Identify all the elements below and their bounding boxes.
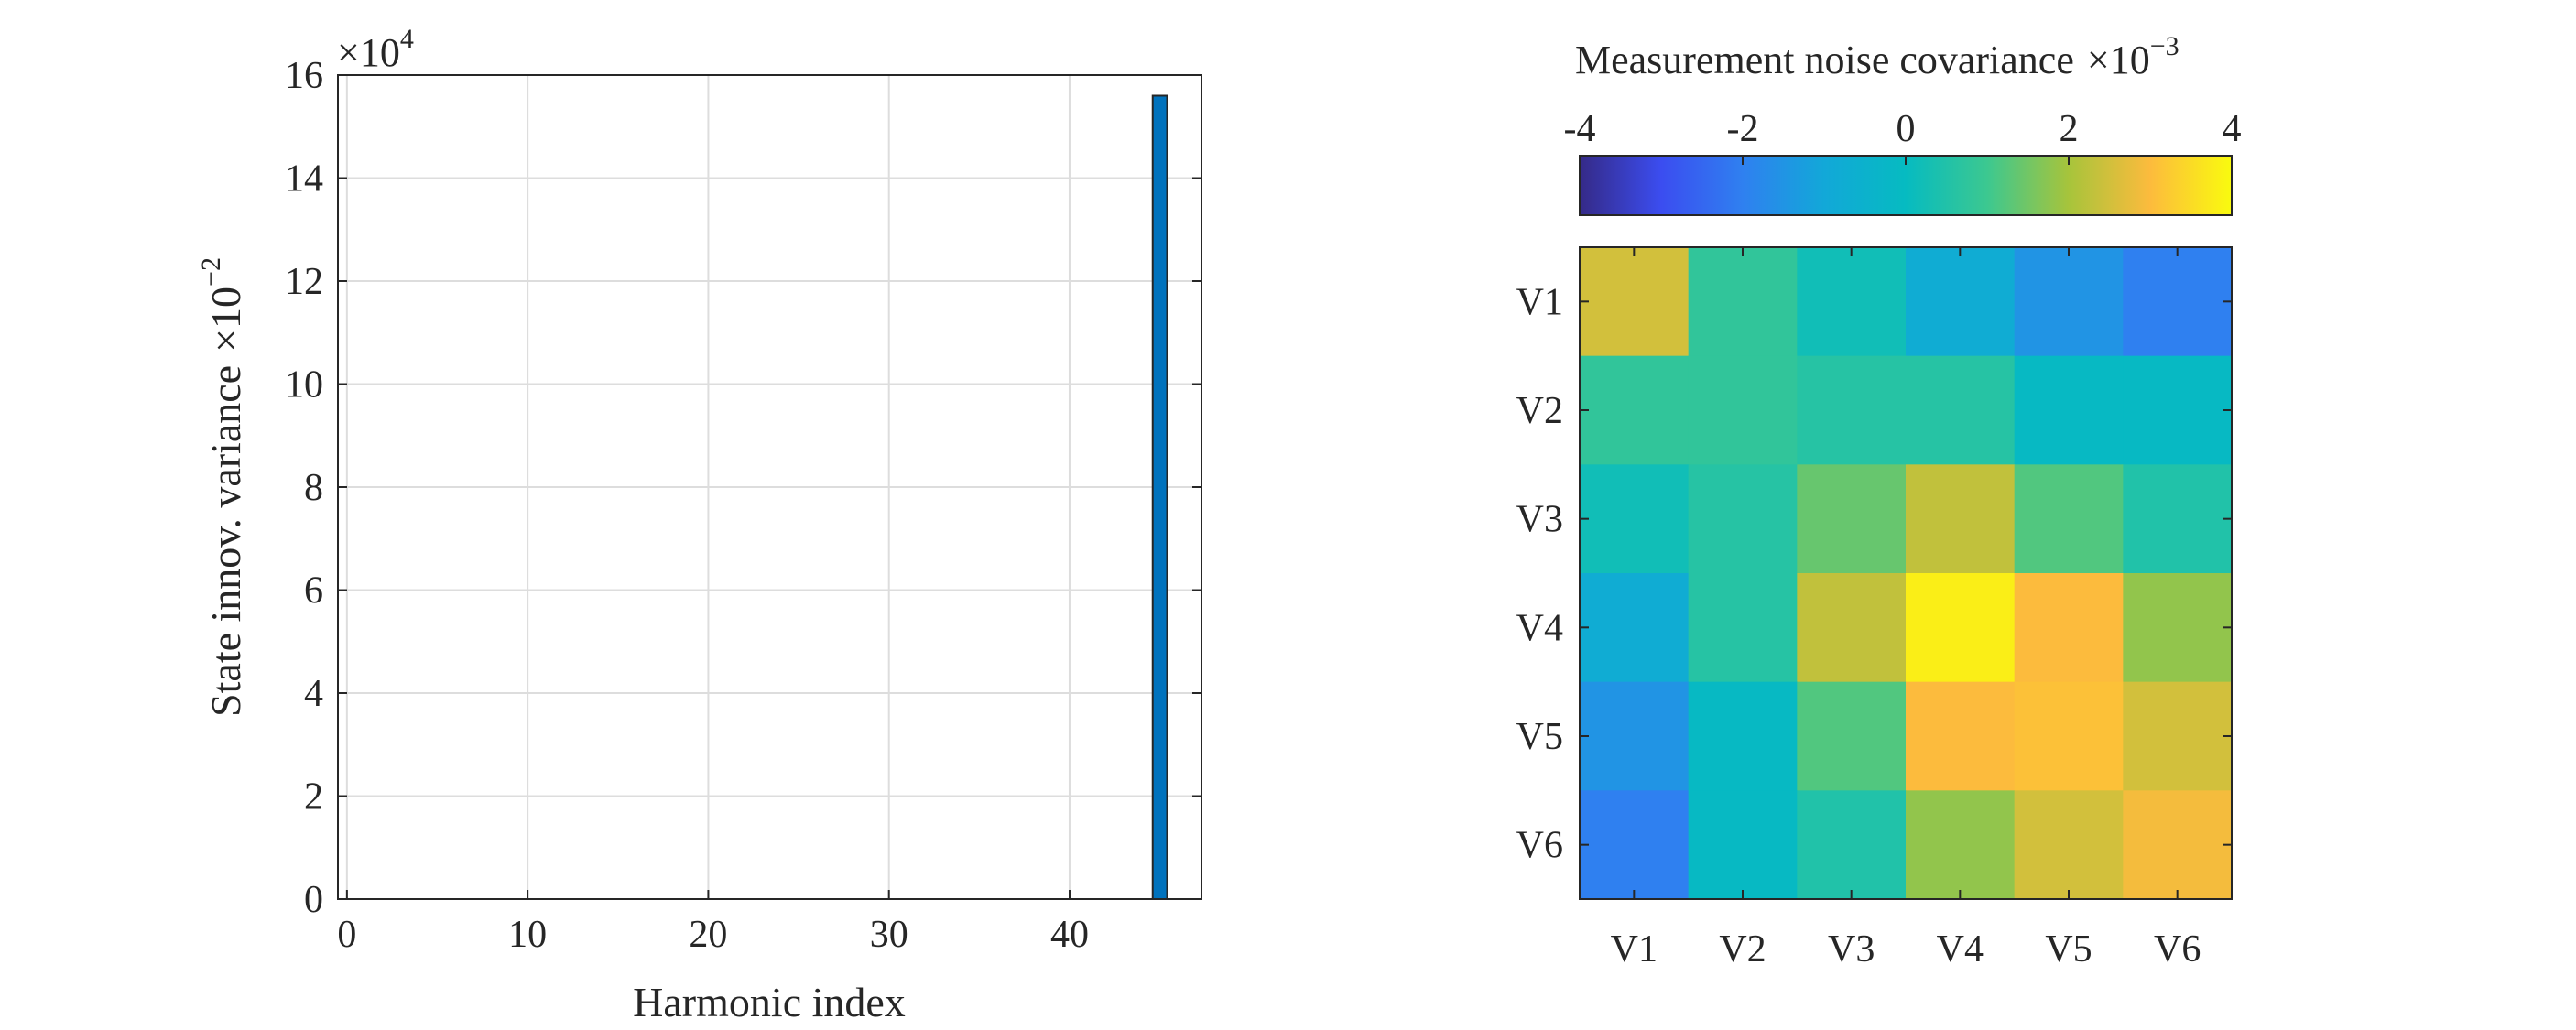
heatmap-row-label: V4 <box>1516 607 1563 649</box>
heatmap-cell <box>1797 573 1907 683</box>
bar-y-tick-label: 4 <box>304 673 323 715</box>
heatmap-chart: Measurement noise covariance ×10−3 -4 -2 0 2… <box>1516 31 2242 970</box>
bar-y-axis-label-text: State innov. variance <box>202 365 249 717</box>
heatmap-cell <box>1797 464 1907 574</box>
heatmap-cell <box>1906 464 2016 574</box>
bar-ticks: 0 10 20 30 40 0 2 4 6 8 10 12 14 16 <box>285 55 1201 956</box>
bar-y-tick-label: 16 <box>285 55 323 97</box>
heatmap-cells <box>1580 247 2233 900</box>
bar-x-tick-label: 0 <box>337 914 356 956</box>
heatmap-cell <box>1906 790 2016 900</box>
heatmap-cell <box>1580 681 1690 791</box>
bar-marks <box>1151 94 1168 900</box>
heatmap-cell <box>2123 790 2233 900</box>
bar-y-multiplier-base: ×10 <box>337 30 400 75</box>
bar-y-tick-label: 6 <box>304 570 323 613</box>
heatmap-row-label: V2 <box>1516 390 1563 432</box>
heatmap-cell <box>1906 681 2016 791</box>
heatmap-col-label: V2 <box>1719 928 1766 970</box>
bar-y-tick-label: 0 <box>304 879 323 921</box>
heatmap-cell <box>1688 464 1798 574</box>
colorbar-tick-label: -4 <box>1564 108 1596 150</box>
heatmap-cell <box>1906 247 2016 357</box>
heatmap-col-label: V4 <box>1937 928 1984 970</box>
bar-y-multiplier: ×104 <box>337 24 414 75</box>
heatmap-cell <box>2123 355 2233 465</box>
bar-y-tick-label: 2 <box>304 776 323 819</box>
heatmap-row-label: V5 <box>1516 716 1563 758</box>
bar-x-axis-label: Harmonic index <box>633 979 906 1025</box>
heatmap-cell <box>2014 681 2124 791</box>
heatmap-cell <box>1688 790 1798 900</box>
heatmap-cell <box>2014 790 2124 900</box>
heatmap-cell <box>2123 464 2233 574</box>
bar-x-tick-label: 10 <box>508 914 547 956</box>
heatmap-cell <box>1688 247 1798 357</box>
bar-y-tick-label: 12 <box>285 261 323 303</box>
heatmap-col-label: V6 <box>2154 928 2201 970</box>
bar-y-tick-label: 8 <box>304 467 323 509</box>
bar-x-tick-label: 20 <box>689 914 727 956</box>
heatmap-col-label: V5 <box>2045 928 2092 970</box>
bar-chart: 0 10 20 30 40 0 2 4 6 8 10 12 14 16 Harmonic index St… <box>196 24 1202 1025</box>
heatmap-cell <box>1797 681 1907 791</box>
heatmap-cell <box>1688 573 1798 683</box>
heatmap-title: Measurement noise covariance ×10−3 <box>1575 31 2179 82</box>
heatmap-cell <box>2014 573 2124 683</box>
heatmap-cell <box>1688 681 1798 791</box>
colorbar-ticks: -4 -2 0 2 4 <box>1564 108 2242 165</box>
bar-y-axis-label: State innov. variance ×10−2 <box>196 257 249 717</box>
colorbar-tick-label: 4 <box>2223 108 2242 150</box>
bar-x-tick-label: 30 <box>870 914 908 956</box>
heatmap-cell <box>2014 355 2124 465</box>
heatmap-cell <box>1797 790 1907 900</box>
heatmap-cell <box>1797 355 1907 465</box>
colorbar-tick-label: -2 <box>1727 108 1759 150</box>
bar-y-tick-label: 14 <box>285 158 323 201</box>
colorbar-tick-label: 0 <box>1897 108 1916 150</box>
heatmap-cell <box>1688 355 1798 465</box>
bar-y-multiplier-exp: 4 <box>400 24 414 54</box>
heatmap-cell <box>1906 355 2016 465</box>
heatmap-row-label: V3 <box>1516 499 1563 541</box>
heatmap-cell <box>2123 681 2233 791</box>
heatmap-cell <box>2123 573 2233 683</box>
heatmap-cell <box>1580 464 1690 574</box>
heatmap-cell <box>1580 573 1690 683</box>
heatmap-cell <box>1580 247 1690 357</box>
heatmap-title-multiplier-exp: −3 <box>2150 31 2179 61</box>
heatmap-cell <box>2014 464 2124 574</box>
heatmap-title-multiplier-base: ×10 <box>2087 38 2150 82</box>
heatmap-col-label: V3 <box>1828 928 1875 970</box>
heatmap-row-label: V6 <box>1516 825 1563 867</box>
colorbar <box>1579 155 2233 216</box>
bar-y-label-multiplier-base: ×10 <box>202 287 249 352</box>
bar <box>1151 94 1168 900</box>
heatmap-cell <box>1906 573 2016 683</box>
heatmap-row-label: V1 <box>1516 281 1563 323</box>
heatmap-cell <box>2014 247 2124 357</box>
colorbar-tick-label: 2 <box>2060 108 2079 150</box>
heatmap-cell <box>2123 247 2233 357</box>
heatmap-cell <box>1797 247 1907 357</box>
heatmap-title-text: Measurement noise covariance <box>1575 38 2074 82</box>
bar-y-label-multiplier-exp: −2 <box>196 257 226 287</box>
heatmap-col-label: V1 <box>1611 928 1658 970</box>
bar-y-tick-label: 10 <box>285 364 323 407</box>
heatmap-cell <box>1580 790 1690 900</box>
heatmap-ticks: V1 V2 V3 V4 V5 V6 V1 V2 V3 V4 V5 V6 <box>1516 247 2232 970</box>
bar-x-tick-label: 40 <box>1050 914 1089 956</box>
heatmap-cell <box>1580 355 1690 465</box>
heatmap-axes-box <box>1579 246 2233 900</box>
